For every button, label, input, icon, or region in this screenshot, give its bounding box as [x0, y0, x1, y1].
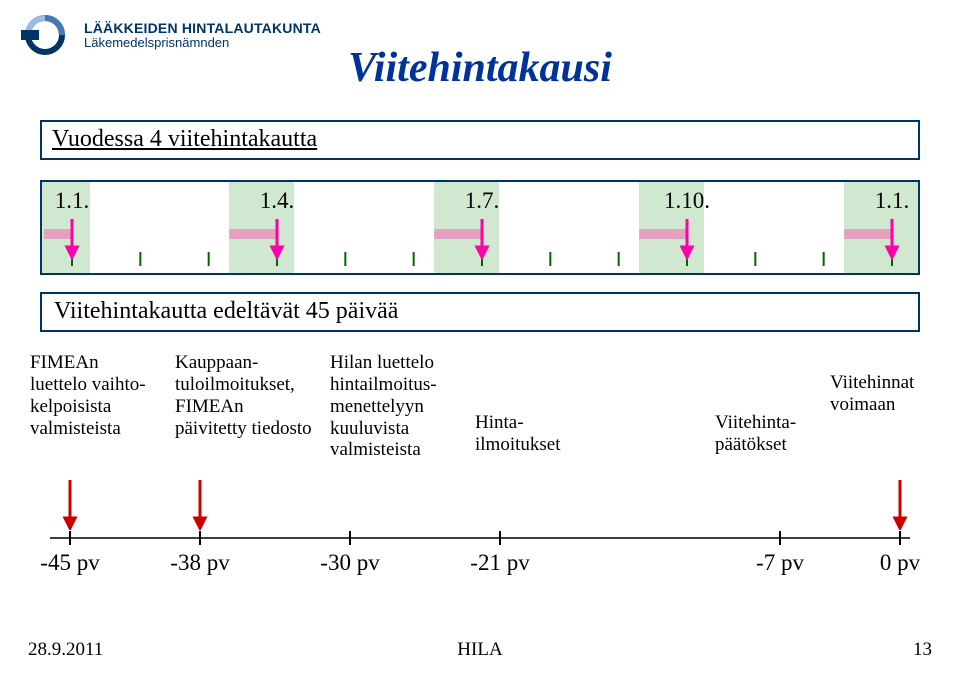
process-col: Kauppaan-tuloilmoitukset,FIMEAnpäivitett… [175, 352, 312, 439]
timeline1-label: 1.1. [875, 188, 910, 214]
timeline2-label: -45 pv [40, 550, 99, 576]
process-text: voimaan [830, 394, 914, 416]
process-text: kuuluvista [330, 418, 437, 440]
footer-center: HILA [0, 639, 960, 661]
org-title-1: LÄÄKKEIDEN HINTALAUTAKUNTA [84, 21, 321, 36]
process-col: Hinta-ilmoitukset [475, 412, 561, 456]
timeline1-label: 1.1. [55, 188, 90, 214]
process-text: menettelyyn [330, 396, 437, 418]
process-text: luettelo vaihto- [30, 374, 146, 396]
timeline1-label: 1.4. [260, 188, 295, 214]
process-text: valmisteista [30, 418, 146, 440]
process-text: hintailmoitus- [330, 374, 437, 396]
subtitle-box: Vuodessa 4 viitehintakautta [40, 120, 920, 160]
timeline2-label: -38 pv [170, 550, 229, 576]
timeline-year: 1.1. 1.4. 1.7. 1.10. 1.1. [40, 180, 920, 275]
process-col: Viitehinta-päätökset [715, 412, 796, 456]
process-row: FIMEAnluettelo vaihto-kelpoisistavalmist… [30, 352, 930, 512]
sub2-box: Viitehintakautta edeltävät 45 päivää [40, 292, 920, 332]
timeline2-label: 0 pv [880, 550, 920, 576]
subtitle-text: Vuodessa 4 viitehintakautta [52, 126, 317, 152]
process-text: Hilan luettelo [330, 352, 437, 374]
process-col: Viitehinnatvoimaan [830, 372, 914, 416]
process-text: Viitehinnat [830, 372, 914, 394]
timeline2-label: -7 pv [756, 550, 804, 576]
footer-page: 13 [913, 639, 932, 661]
process-col: FIMEAnluettelo vaihto-kelpoisistavalmist… [30, 352, 146, 439]
timeline-countdown: -45 pv -38 pv -30 pv -21 pv -7 pv 0 pv [40, 520, 920, 580]
process-text: FIMEAn [175, 396, 312, 418]
red-arrow-icon [61, 480, 79, 520]
process-text: FIMEAn [30, 352, 146, 374]
process-text: kelpoisista [30, 396, 146, 418]
process-text: Kauppaan- [175, 352, 312, 374]
process-text: tuloilmoitukset, [175, 374, 312, 396]
process-text: päätökset [715, 434, 796, 456]
sub2-text: Viitehintakautta edeltävät 45 päivää [54, 298, 398, 324]
timeline2-label: -21 pv [470, 550, 529, 576]
process-text: Hinta- [475, 412, 561, 434]
process-text: valmisteista [330, 439, 437, 461]
process-text: Viitehinta- [715, 412, 796, 434]
timeline1-label: 1.10. [664, 188, 710, 214]
process-col: Hilan luettelohintailmoitus-menettelyynk… [330, 352, 437, 461]
red-arrow-icon [891, 480, 909, 520]
process-text: päivitetty tiedosto [175, 418, 312, 440]
timeline1-label: 1.7. [465, 188, 500, 214]
process-text: ilmoitukset [475, 434, 561, 456]
red-arrow-icon [191, 480, 209, 520]
page-title: Viitehintakausi [0, 44, 960, 92]
timeline2-label: -30 pv [320, 550, 379, 576]
